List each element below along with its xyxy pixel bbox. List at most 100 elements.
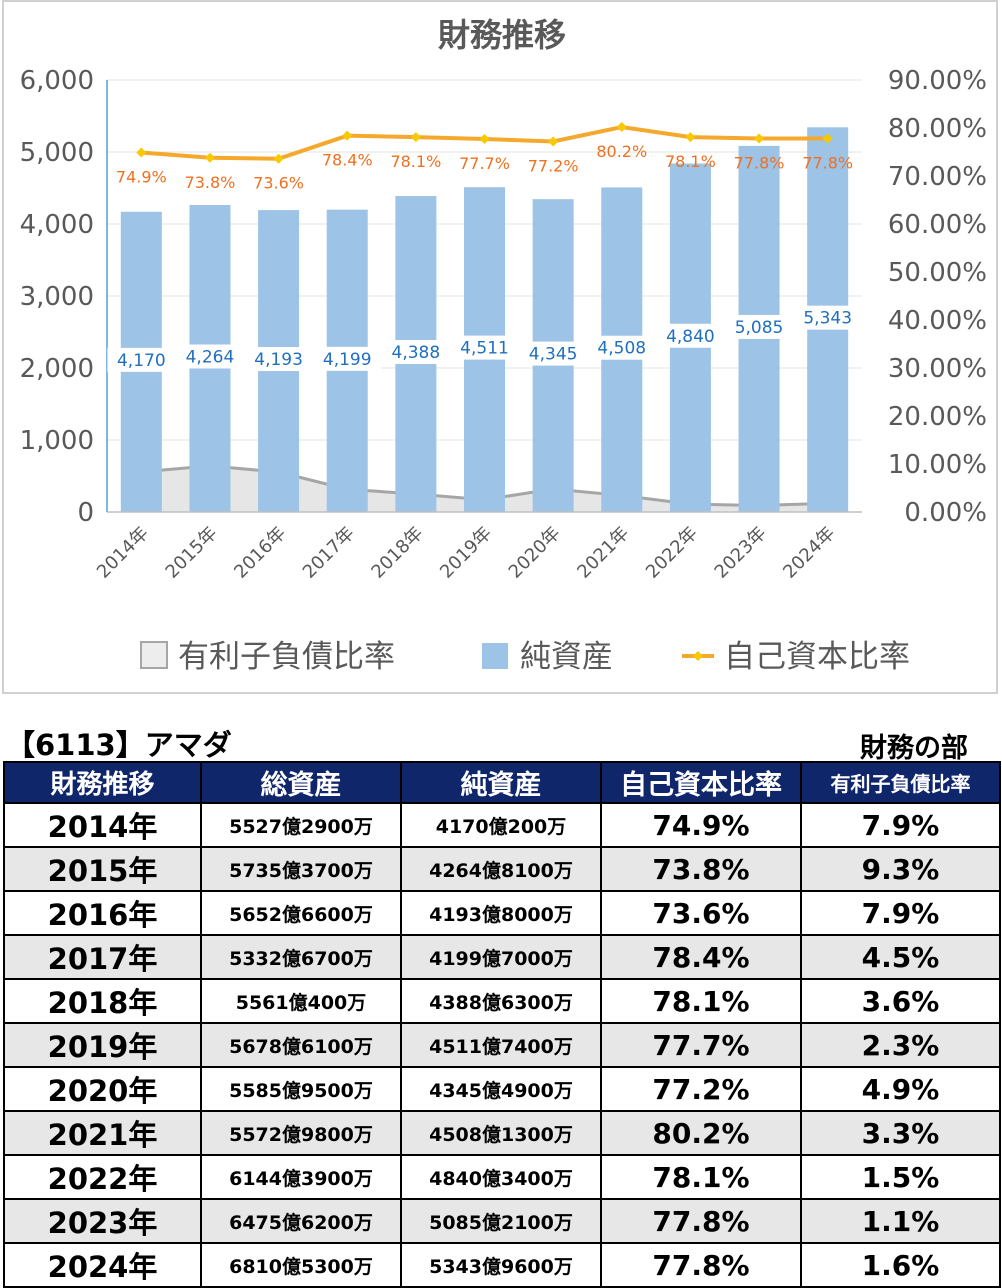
y-right-tick-label: 90.00% [888,66,987,96]
y-right-tick-label: 20.00% [888,402,987,432]
bar-label-background [450,335,519,360]
company-name: 【6113】アマダ [6,728,232,762]
column-header-equity-ratio: 自己資本比率 [600,761,802,804]
column-header-total-assets: 総資産 [200,761,402,804]
table-row: 2017年 5332億6700万 4199億7000万 78.4% 4.5% [3,934,1001,980]
net-assets-data-label: 4,264 [186,347,235,367]
legend-label-equity-ratio: 自己資本比率 [724,639,910,675]
y-right-tick-label: 80.00% [888,114,987,144]
cell-equity-ratio: 73.8% [600,846,802,892]
equity-ratio-marker [273,153,284,164]
chart-title: 財務推移 [438,16,566,54]
cell-year: 2016年 [3,890,202,936]
cell-equity-ratio: 78.1% [600,1154,802,1200]
cell-net-assets: 5085億2100万 [400,1198,602,1244]
cell-equity-ratio: 78.4% [600,934,802,980]
y-right-tick-label: 70.00% [888,162,987,192]
equity-ratio-marker [685,132,696,143]
net-assets-data-label: 5,085 [735,318,784,338]
cell-debt-ratio: 4.5% [800,934,1001,980]
table-header-row: 財務推移 総資産 純資産 自己資本比率 有利子負債比率 [3,761,1001,804]
financial-trend-chart: 財務推移 0 1,000 2,000 3,000 4,000 5,000 6,000 0.00%… [20,16,987,675]
cell-total-assets: 6810億5300万 [200,1242,402,1288]
equity-ratio-marker [342,130,353,141]
cell-year: 2019年 [3,1022,202,1068]
cell-net-assets: 4840億3400万 [400,1154,602,1200]
equity-ratio-marker [410,132,421,143]
bar-label-background [656,323,725,348]
x-category-label: 2020年 [505,523,565,583]
y-right-tick-label: 40.00% [888,306,987,336]
x-category-label: 2017年 [299,523,359,583]
table-heading: 【6113】アマダ 財務の部 [0,722,1002,764]
bar-label-background [313,346,382,371]
x-category-label: 2021年 [573,523,633,583]
cell-year: 2021年 [3,1110,202,1156]
table-row: 2021年 5572億9800万 4508億1300万 80.2% 3.3% [3,1110,1001,1156]
column-header-net-assets: 純資産 [400,761,602,804]
equity-ratio-marker [548,136,559,147]
cell-net-assets: 4388億6300万 [400,978,602,1024]
legend-label-debt-ratio: 有利子負債比率 [178,639,395,675]
x-category-label: 2015年 [162,523,222,583]
column-header-period: 財務推移 [3,761,202,804]
cell-equity-ratio: 77.7% [600,1022,802,1068]
net-assets-data-label: 4,840 [666,327,715,347]
x-category-label: 2023年 [711,523,771,583]
equity-ratio-data-label: 74.9% [116,167,167,186]
cell-year: 2023年 [3,1198,202,1244]
x-category-label: 2019年 [436,523,496,583]
equity-ratio-data-label: 73.8% [185,173,236,192]
net-assets-data-label: 4,511 [460,339,509,359]
column-header-debt-ratio: 有利子負債比率 [800,761,1001,804]
cell-debt-ratio: 3.3% [800,1110,1001,1156]
cell-total-assets: 5561億400万 [200,978,402,1024]
bar-label-background [587,335,656,360]
y-left-tick-label: 4,000 [20,210,94,240]
cell-equity-ratio: 77.2% [600,1066,802,1112]
cell-debt-ratio: 2.3% [800,1022,1001,1068]
bar-label-background [725,314,794,339]
equity-ratio-data-label: 78.1% [390,152,441,171]
chart-panel: 財務推移 0 1,000 2,000 3,000 4,000 5,000 6,000 0.00%… [2,0,998,694]
equity-ratio-data-label: 77.2% [528,156,579,175]
table-row: 2022年 6144億3900万 4840億3400万 78.1% 1.5% [3,1154,1001,1200]
cell-net-assets: 4508億1300万 [400,1110,602,1156]
net-assets-data-label: 4,170 [117,351,166,371]
equity-ratio-marker [479,134,490,145]
y-right-tick-label: 60.00% [888,210,987,240]
cell-debt-ratio: 1.6% [800,1242,1001,1288]
cell-net-assets: 4170億200万 [400,802,602,848]
bar-label-background [244,347,313,372]
cell-total-assets: 6144億3900万 [200,1154,402,1200]
x-category-label: 2022年 [642,523,702,583]
cell-total-assets: 6475億6200万 [200,1198,402,1244]
cell-total-assets: 5332億6700万 [200,934,402,980]
y-right-tick-label: 50.00% [888,258,987,288]
cell-year: 2014年 [3,802,202,848]
net-assets-data-label: 4,388 [392,343,441,363]
cell-net-assets: 4199億7000万 [400,934,602,980]
equity-ratio-marker [822,133,833,144]
x-category-label: 2024年 [779,523,839,583]
bar-label-background [519,341,588,366]
y-left-tick-label: 2,000 [20,354,94,384]
cell-total-assets: 5678億6100万 [200,1022,402,1068]
cell-net-assets: 4193億8000万 [400,890,602,936]
table-row: 2023年 6475億6200万 5085億2100万 77.8% 1.1% [3,1198,1001,1244]
cell-total-assets: 5585億9500万 [200,1066,402,1112]
equity-ratio-marker [204,152,215,163]
cell-total-assets: 5652億6600万 [200,890,402,936]
legend-label-net-assets: 純資産 [520,639,613,675]
y-right-tick-label: 10.00% [888,450,987,480]
cell-year: 2018年 [3,978,202,1024]
y-left-tick-label: 0 [77,498,94,528]
cell-total-assets: 5735億3700万 [200,846,402,892]
net-assets-data-label: 4,199 [323,350,372,370]
financial-table: 財務推移 総資産 純資産 自己資本比率 有利子負債比率 2014年 5527億29… [3,761,1001,1288]
table-row: 2015年 5735億3700万 4264億8100万 73.8% 9.3% [3,846,1001,892]
x-category-label: 2014年 [93,523,153,583]
bar-label-background [793,305,862,330]
equity-ratio-data-label: 73.6% [253,174,304,193]
legend-swatch-net-assets [482,643,508,669]
